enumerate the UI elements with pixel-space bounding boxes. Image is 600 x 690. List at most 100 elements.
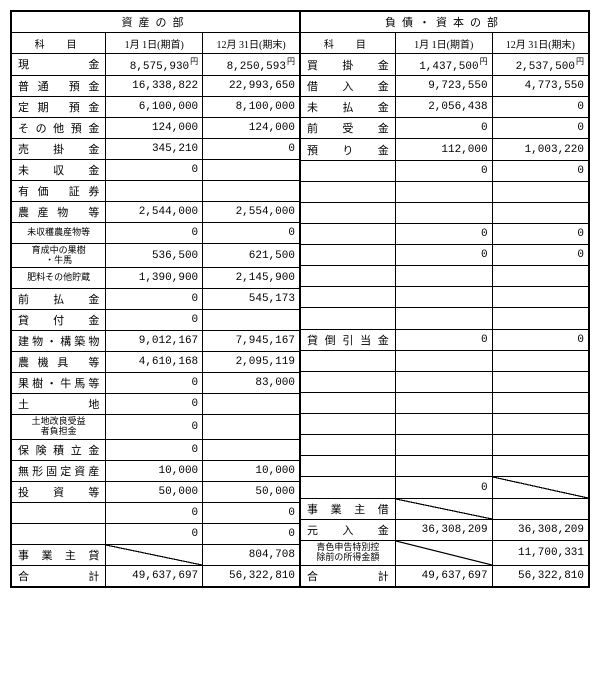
row-label: [301, 414, 396, 435]
cell-value: 10,000: [203, 461, 300, 482]
assets-table: 資産の部科 目1月 1日(期首)12月 31日(期末)現 金8,575,9308…: [10, 10, 300, 588]
cell-value: [492, 266, 589, 287]
row-label: 合 計: [301, 565, 396, 587]
cell-value: 2,554,000: [203, 201, 300, 222]
cell-value: [395, 414, 492, 435]
row-label: 前 受 金: [301, 118, 396, 139]
row-label: 肥料その他貯蔵: [11, 268, 106, 289]
assets-col-c1: 1月 1日(期首): [106, 33, 203, 54]
cell-value: 16,338,822: [106, 75, 203, 96]
row-label: 未収穫農産物等: [11, 222, 106, 243]
row-label: [301, 245, 396, 266]
cell-value: 0: [106, 373, 203, 394]
cell-value: [395, 181, 492, 202]
balance-sheet: 資産の部科 目1月 1日(期首)12月 31日(期末)現 金8,575,9308…: [10, 10, 590, 588]
cell-value: 0: [106, 222, 203, 243]
row-label: 無形固定資産: [11, 461, 106, 482]
cell-value: [492, 435, 589, 456]
row-label: 前 払 金: [11, 289, 106, 310]
row-label: [301, 160, 396, 181]
row-label: 育成中の果樹・牛馬: [11, 243, 106, 268]
cell-value: 1,390,900: [106, 268, 203, 289]
cell-value: [203, 415, 300, 440]
cell-value: 0: [395, 118, 492, 139]
cell-value: 7,945,167: [203, 331, 300, 352]
cell-value: [203, 394, 300, 415]
row-label: [301, 350, 396, 371]
cell-value: [492, 181, 589, 202]
cell-value: 0: [395, 245, 492, 266]
row-label: 土地改良受益者負担金: [11, 415, 106, 440]
cell-value: 83,000: [203, 373, 300, 394]
row-label: [301, 456, 396, 477]
cell-value: 804,708: [203, 545, 300, 566]
cell-value: [492, 308, 589, 329]
cell-value: 0: [492, 97, 589, 118]
cell-value: 0: [106, 415, 203, 440]
row-label: 有価 証券: [11, 180, 106, 201]
cell-value: 9,012,167: [106, 331, 203, 352]
cell-value: 0: [106, 503, 203, 524]
cell-value: [106, 180, 203, 201]
cell-value: 9,723,550: [395, 76, 492, 97]
row-label: [11, 503, 106, 524]
row-label: [301, 392, 396, 413]
cell-value: 2,544,000: [106, 201, 203, 222]
row-label: 保険積立金: [11, 440, 106, 461]
row-label: [11, 524, 106, 545]
cell-value: [203, 440, 300, 461]
cell-value: [492, 392, 589, 413]
cell-value: [492, 477, 589, 498]
liab-col-c1: 1月 1日(期首): [395, 33, 492, 54]
row-label: 普通 預金: [11, 75, 106, 96]
row-label: 借 入 金: [301, 76, 396, 97]
row-label: [301, 266, 396, 287]
cell-value: 0: [106, 310, 203, 331]
assets-col-c2: 12月 31日(期末): [203, 33, 300, 54]
cell-value: 0: [395, 477, 492, 498]
row-label: 土 地: [11, 394, 106, 415]
cell-value: [492, 498, 589, 519]
cell-value: [395, 308, 492, 329]
cell-value: [492, 287, 589, 308]
cell-value: 36,308,209: [492, 519, 589, 540]
cell-value: 112,000: [395, 139, 492, 160]
cell-value: [492, 456, 589, 477]
cell-value: 0: [203, 503, 300, 524]
cell-value: 0: [203, 222, 300, 243]
cell-value: 0: [492, 245, 589, 266]
cell-value: 50,000: [203, 482, 300, 503]
cell-value: 0: [106, 289, 203, 310]
cell-value: 0: [106, 524, 203, 545]
cell-value: 8,100,000: [203, 96, 300, 117]
row-label: [301, 435, 396, 456]
row-label: 貸 付 金: [11, 310, 106, 331]
cell-value: 0: [106, 159, 203, 180]
cell-value: 0: [203, 138, 300, 159]
cell-value: 2,056,438: [395, 97, 492, 118]
cell-value: 124,000: [106, 117, 203, 138]
cell-value: 56,322,810: [492, 565, 589, 587]
assets-title: 資産の部: [11, 11, 300, 33]
row-label: 果樹・牛馬等: [11, 373, 106, 394]
cell-value: [203, 159, 300, 180]
row-label: 預 り 金: [301, 139, 396, 160]
cell-value: 4,610,168: [106, 352, 203, 373]
row-label: [301, 371, 396, 392]
cell-value: 49,637,697: [395, 565, 492, 587]
cell-value: 6,100,000: [106, 96, 203, 117]
row-label: 青色申告特別控除前の所得金額: [301, 540, 396, 565]
row-label: [301, 287, 396, 308]
row-label: 元 入 金: [301, 519, 396, 540]
cell-value: 536,500: [106, 243, 203, 268]
cell-value: [492, 350, 589, 371]
row-label: 合 計: [11, 566, 106, 588]
cell-value: 345,210: [106, 138, 203, 159]
cell-value: 0: [395, 329, 492, 350]
cell-value: [492, 371, 589, 392]
row-label: 貸倒引当金: [301, 329, 396, 350]
assets-col-item: 科 目: [11, 33, 106, 54]
row-label: 事業主貸: [11, 545, 106, 566]
cell-value: 56,322,810: [203, 566, 300, 588]
cell-value: [395, 371, 492, 392]
